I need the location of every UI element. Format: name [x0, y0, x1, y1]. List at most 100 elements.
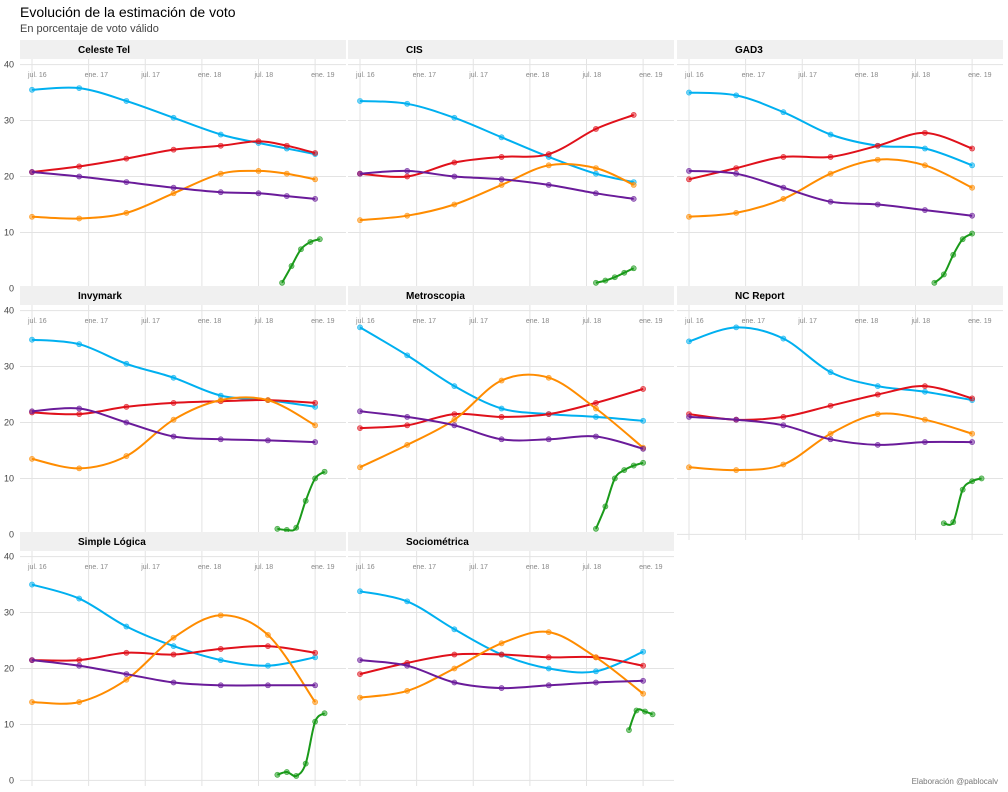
x-tick-label: jul. 18: [582, 72, 602, 79]
data-point: [265, 397, 271, 404]
data-point: [874, 142, 881, 149]
y-tick-label: 10: [4, 719, 14, 729]
facet-strip: [348, 286, 674, 305]
data-point: [593, 405, 599, 412]
data-point: [593, 654, 599, 661]
data-point: [288, 263, 295, 269]
y-tick-label: 0: [9, 283, 14, 293]
data-point: [780, 184, 787, 191]
data-point: [827, 430, 834, 437]
data-point: [123, 676, 130, 683]
x-tick-label: jul. 18: [254, 72, 274, 79]
data-point: [404, 598, 411, 605]
data-point: [170, 190, 177, 197]
data-point: [940, 271, 947, 278]
data-point: [451, 114, 458, 121]
data-point: [404, 212, 411, 219]
data-point: [29, 86, 35, 93]
data-point: [593, 668, 599, 675]
data-point: [283, 527, 290, 533]
data-point: [123, 403, 130, 410]
y-tick-label: 0: [9, 775, 14, 785]
facet-strip-label: NC Report: [735, 291, 785, 302]
data-point: [217, 612, 224, 619]
x-tick-label: jul. 17: [468, 564, 488, 571]
data-point: [451, 411, 458, 418]
data-point: [545, 151, 552, 158]
data-point: [279, 279, 285, 286]
data-point: [217, 189, 224, 196]
data-point: [357, 324, 363, 331]
y-tick-label: 20: [4, 664, 14, 674]
x-tick-label: jul. 16: [27, 564, 47, 571]
data-point: [498, 414, 505, 420]
data-point: [827, 154, 834, 160]
data-point: [498, 377, 505, 384]
data-point: [123, 671, 130, 677]
x-tick-label: ene. 18: [526, 72, 549, 79]
data-point: [640, 445, 647, 452]
data-point: [217, 131, 224, 138]
data-point: [123, 453, 130, 459]
series-line: [688, 158, 973, 218]
x-tick-label: ene. 17: [413, 318, 436, 325]
data-point: [686, 338, 692, 345]
data-point: [217, 142, 224, 149]
data-point: [29, 699, 35, 705]
data-point: [293, 773, 300, 779]
data-point: [969, 430, 976, 437]
data-point: [293, 524, 300, 531]
data-point: [593, 126, 599, 132]
data-point: [978, 475, 985, 482]
data-point: [602, 503, 609, 510]
x-tick-label: jul. 18: [254, 564, 274, 571]
data-point: [780, 335, 787, 342]
data-point: [451, 201, 458, 208]
data-point: [29, 213, 35, 220]
data-point: [357, 408, 363, 415]
data-point: [874, 201, 881, 208]
facet-strip: [677, 286, 1003, 305]
facet-strip: [348, 40, 674, 59]
series-line: [933, 232, 973, 284]
x-tick-label: jul. 16: [684, 318, 704, 325]
data-point: [498, 640, 505, 647]
data-point: [312, 195, 319, 202]
x-tick-label: ene. 19: [311, 564, 334, 571]
data-point: [686, 168, 692, 174]
data-point: [545, 654, 552, 661]
data-point: [357, 170, 363, 177]
data-point: [255, 190, 262, 197]
data-point: [630, 181, 637, 188]
data-point: [255, 168, 262, 174]
data-point: [545, 374, 552, 381]
data-point: [357, 425, 363, 431]
chart-caption: Elaboración @pablocalv: [911, 777, 998, 786]
facet-strip: [20, 40, 346, 59]
data-point: [593, 170, 599, 177]
data-point: [29, 169, 35, 175]
data-point: [170, 400, 177, 406]
data-point: [959, 236, 966, 243]
x-tick-label: ene. 18: [198, 564, 221, 571]
series-line: [943, 477, 982, 526]
x-tick-label: jul. 18: [254, 318, 274, 325]
data-point: [123, 623, 130, 630]
data-point: [298, 246, 304, 253]
x-tick-label: ene. 19: [311, 72, 334, 79]
data-point: [940, 520, 947, 527]
data-point: [255, 138, 262, 145]
data-point: [922, 162, 928, 169]
data-point: [321, 468, 328, 475]
data-point: [451, 416, 458, 423]
data-point: [780, 109, 787, 116]
data-point: [922, 388, 928, 395]
data-point: [451, 422, 458, 429]
data-point: [404, 352, 411, 359]
data-point: [170, 651, 177, 658]
data-point: [217, 436, 224, 443]
data-point: [312, 699, 319, 705]
data-point: [686, 176, 692, 183]
data-point: [686, 414, 692, 420]
data-point: [630, 112, 637, 118]
